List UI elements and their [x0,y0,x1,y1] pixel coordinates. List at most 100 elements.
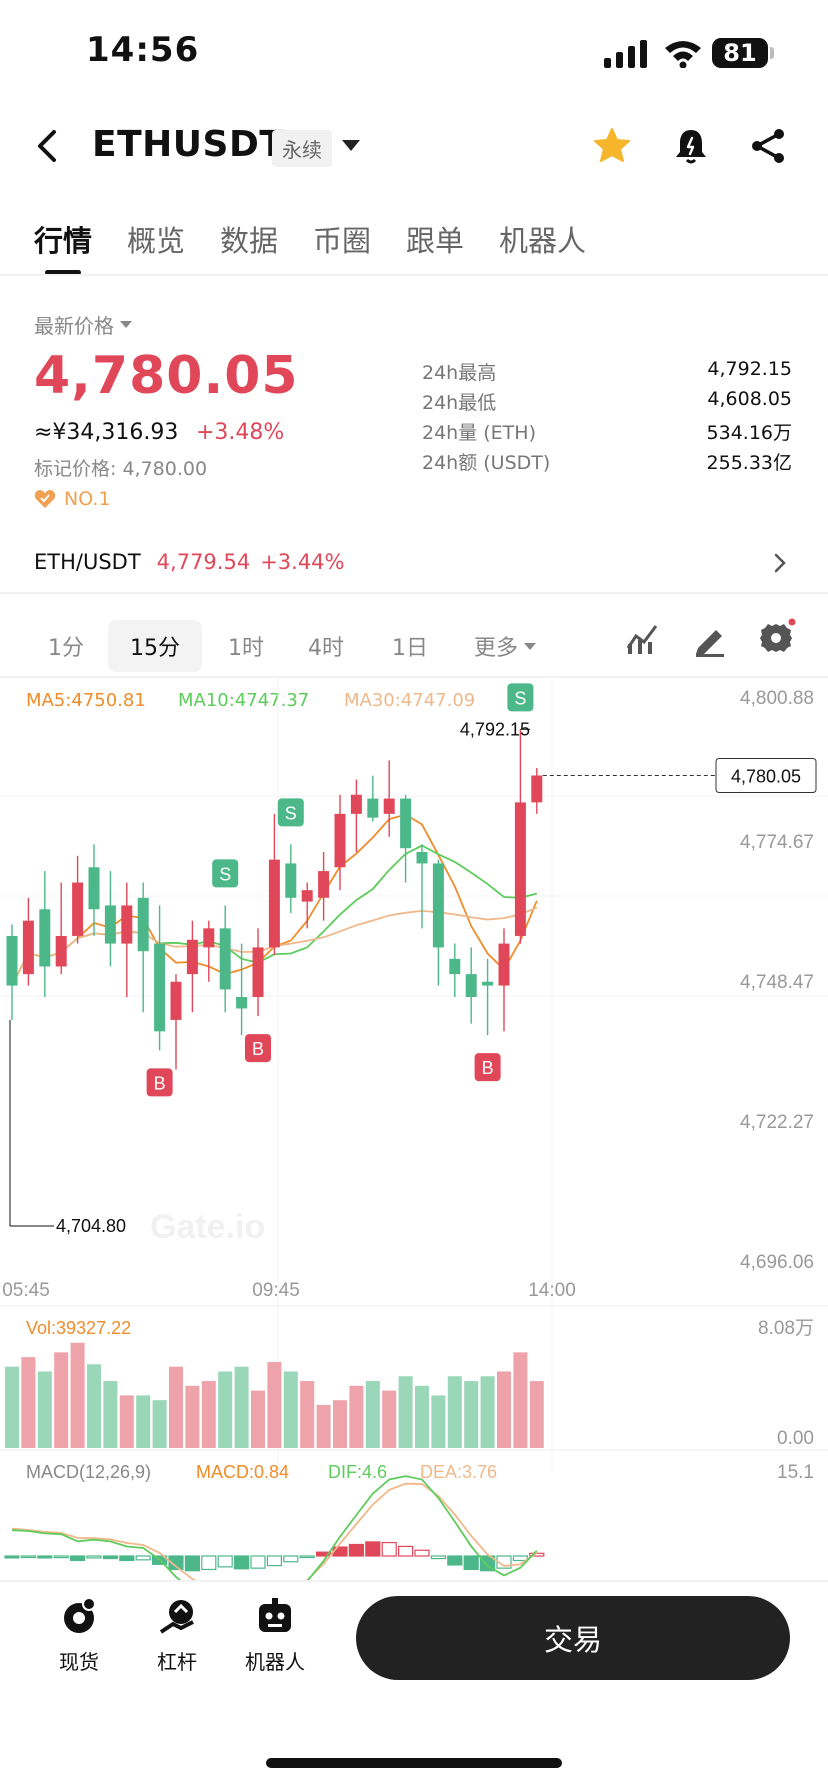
low-marker-label: 4,704.80 [56,1216,126,1236]
latest-price-selector[interactable]: 最新价格 [34,310,132,339]
favorite-star-icon[interactable] [592,126,632,166]
share-icon[interactable] [748,126,788,166]
symbol-dropdown-caret-icon[interactable] [342,140,360,151]
wifi-icon [665,41,701,68]
contract-symbol[interactable]: ETHUSDT [92,124,285,165]
y-axis-label: 4,722.27 [740,1112,814,1133]
kline-chart[interactable]: Gate.io B B B S S S 4,792.15 4,704.80 4,780.05 4,8… [0,676,828,1580]
nav-bot[interactable]: 机器人 [230,1596,320,1675]
sell-marker [507,683,534,712]
interval-1d[interactable]: 1日 [392,636,428,661]
tab-market[interactable]: 行情 [34,224,93,258]
candle-body [268,859,280,948]
rank-badge[interactable]: NO.1 [34,488,111,510]
candle-body [482,981,494,986]
caret-down-icon [524,642,537,650]
interval-4h[interactable]: 4时 [308,636,344,661]
x-axis-label: 05:45 [2,1280,50,1301]
indicator-icon[interactable] [622,618,662,658]
interval-1m[interactable]: 1分 [48,636,84,661]
volume-bar [316,1404,331,1448]
rank-label: NO.1 [64,488,111,510]
tab-overview[interactable]: 概览 [127,224,186,258]
macd-histogram-bar [463,1555,479,1571]
price-alert-bell-icon[interactable] [672,126,710,166]
chart-top-divider [0,676,828,678]
volume-bar [136,1395,151,1448]
buy-marker-label: B [154,1073,166,1093]
macd-histogram-bar [512,1555,529,1562]
candle-body [55,935,67,967]
macd-histogram-bar [283,1555,299,1563]
macd-histogram-bar [53,1555,69,1559]
section-divider [0,592,828,594]
macd-histogram-bar [250,1555,266,1569]
stat-value-volume: 534.16万 [706,422,792,444]
candle-body [367,798,379,818]
volume-bar [21,1357,36,1448]
macd-legend-dea: DEA:3.76 [420,1462,497,1482]
back-arrow-icon[interactable] [30,126,66,166]
nav-spot-label: 现货 [59,1650,99,1674]
macd-histogram-bar [86,1555,102,1559]
chart-settings-gear-icon[interactable] [756,618,796,658]
macd-histogram-bar [348,1543,364,1557]
status-time: 14:56 [86,30,200,70]
macd-legend-name: MACD(12,26,9) [26,1462,151,1482]
tab-copy-trading[interactable]: 跟单 [406,224,465,258]
trade-button[interactable]: 交易 [356,1596,790,1680]
volume-bar [365,1381,380,1448]
nav-margin-label: 杠杆 [157,1650,197,1674]
tab-data[interactable]: 数据 [220,224,279,258]
volume-bar [185,1385,200,1448]
stat-label-low: 24h最低 [422,392,497,414]
dea-line [11,1482,538,1580]
spot-change: +3.44% [260,550,345,574]
macd-histogram-bar [398,1545,414,1557]
macd-histogram-bar [119,1555,135,1562]
candle-body [219,928,231,990]
x-axis-label: 14:00 [528,1280,576,1301]
high-marker-label: 4,792.15 [460,719,530,739]
candle-body [186,939,198,975]
y-axis-label: 4,748.47 [740,972,814,993]
ma30-legend: MA30:4747.09 [344,690,476,711]
volume-bar [70,1342,85,1448]
candle-body [334,813,346,868]
interval-15m[interactable]: 15分 [108,620,202,672]
volume-bar [529,1381,544,1448]
macd-histogram-bar [447,1555,463,1566]
candle-body [236,997,248,1009]
volume-bar [54,1352,69,1448]
bottom-divider [0,1580,828,1582]
ma5-legend: MA5:4750.81 [26,690,146,711]
draw-pen-icon[interactable] [690,618,730,658]
candle-body [154,943,166,1032]
candle-body [301,890,313,902]
candle-body [121,905,133,944]
buy-marker [474,1053,501,1082]
latest-price-label: 最新价格 [34,314,114,338]
nav-spot[interactable]: 现货 [34,1596,124,1675]
chevron-right-icon[interactable] [772,552,788,574]
volume-bar [431,1395,446,1448]
sell-marker-label: S [285,803,297,823]
interval-1h[interactable]: 1时 [228,636,264,661]
candle-body [39,909,51,967]
macd-legend-dif: DIF:4.6 [328,1462,387,1482]
macd-histogram-bar [299,1555,315,1559]
active-tab-indicator [45,270,81,275]
tab-bots[interactable]: 机器人 [499,224,587,258]
y-axis-label: 4,800.88 [740,688,814,709]
sell-marker-label: S [514,688,526,708]
macd-histogram-bar [201,1555,217,1571]
interval-more[interactable]: 更多 [474,620,537,672]
tab-community[interactable]: 币圈 [313,224,372,258]
candle-body [400,798,412,849]
volume-bar [37,1371,52,1448]
spot-price-row[interactable]: ETH/USDT 4,779.54 +3.44% [34,550,345,574]
candle-body [498,943,510,986]
nav-margin[interactable]: 杠杆 [132,1596,222,1675]
volume-bar [415,1385,429,1448]
macd-histogram-bar [168,1555,184,1571]
